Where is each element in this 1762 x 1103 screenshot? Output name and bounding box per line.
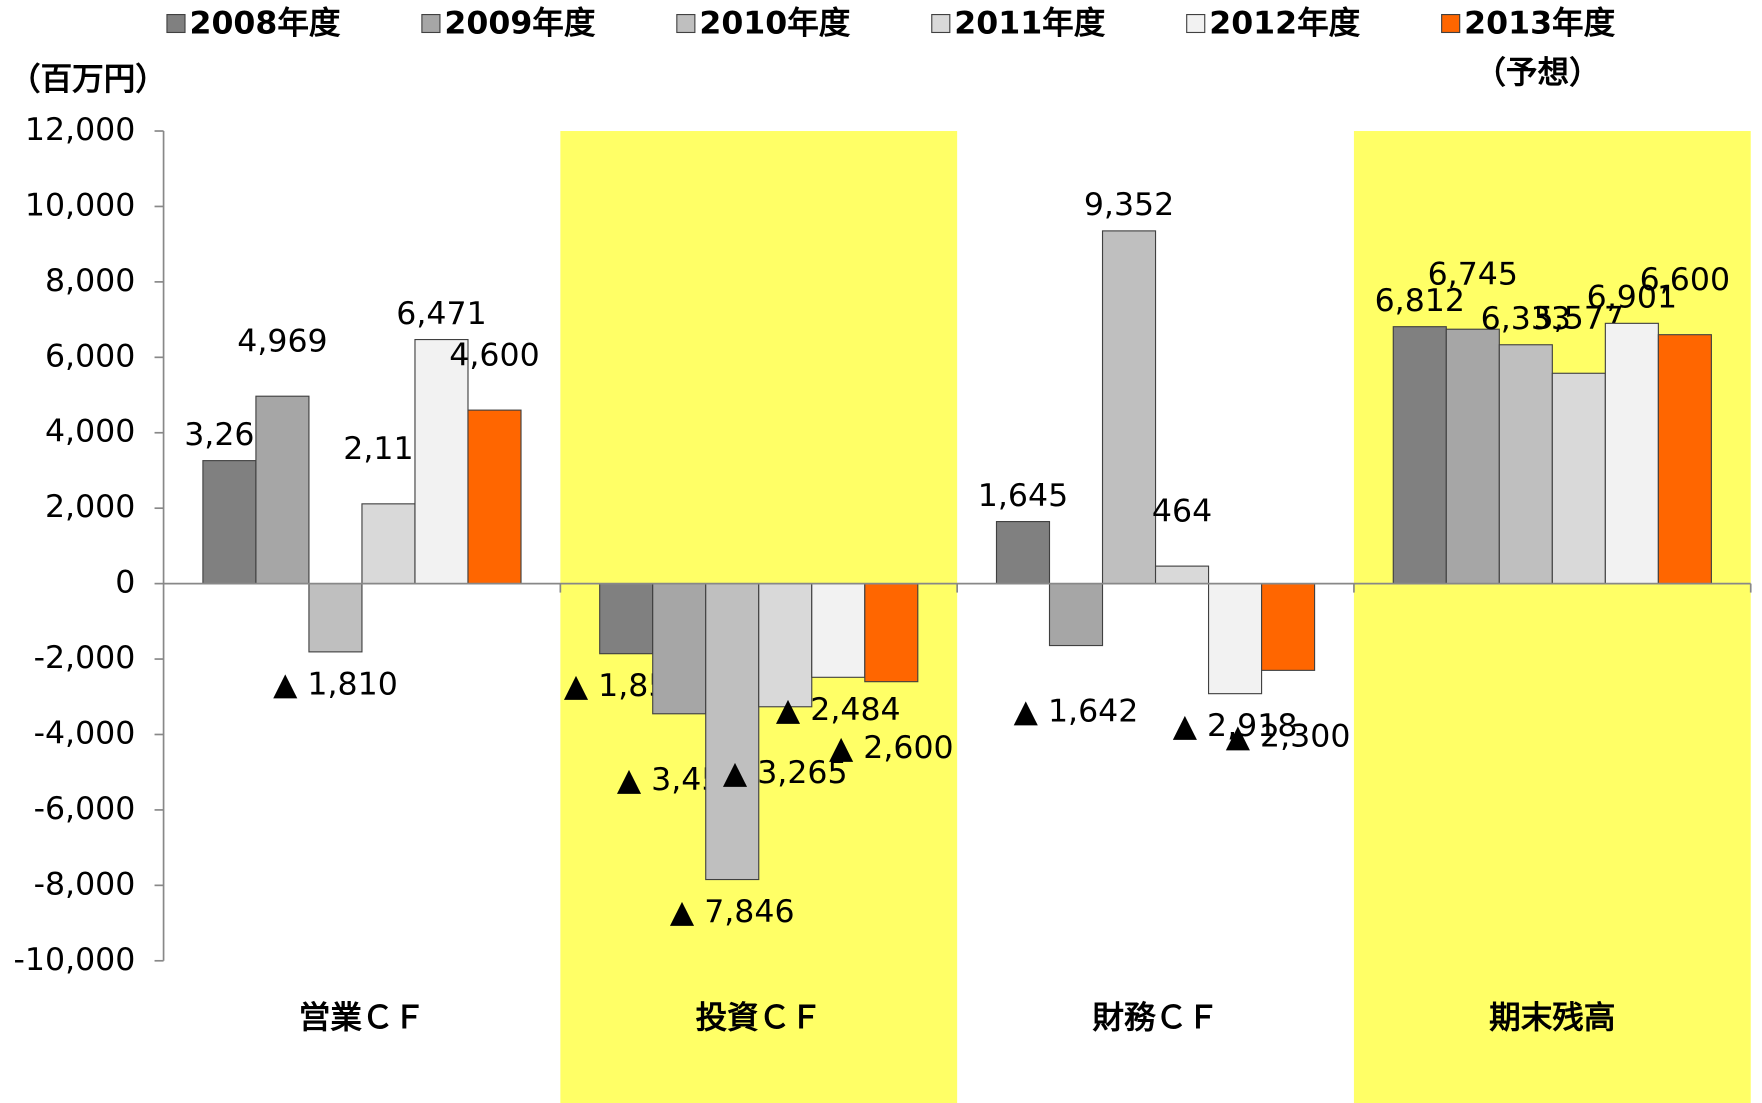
y-tick-label: 10,000 bbox=[25, 188, 135, 224]
data-label: 9,352 bbox=[1084, 187, 1174, 223]
legend-label: 2011年度 bbox=[954, 6, 1106, 42]
data-label: 6,901 bbox=[1587, 280, 1677, 316]
data-label: ▲ 2,918 bbox=[1173, 708, 1298, 744]
data-label: ▲ 7,846 bbox=[670, 894, 795, 930]
bar bbox=[1657, 334, 1712, 585]
data-label: ▲ 2,600 bbox=[829, 730, 954, 766]
legend-label: 2008年度 bbox=[190, 6, 342, 42]
data-label: 464 bbox=[1152, 493, 1212, 529]
bar bbox=[1551, 372, 1606, 585]
legend-swatch bbox=[166, 13, 186, 34]
x-tick-label: 財務ＣＦ bbox=[1092, 1000, 1218, 1036]
y-tick-label: -8,000 bbox=[34, 866, 136, 902]
data-label: 6,471 bbox=[396, 296, 486, 332]
data-label: ▲ 3,265 bbox=[723, 755, 848, 791]
bar bbox=[652, 583, 707, 715]
bar bbox=[308, 583, 363, 653]
bar bbox=[1604, 322, 1659, 585]
legend-swatch bbox=[931, 13, 951, 34]
y-tick-label: 2,000 bbox=[45, 489, 135, 525]
y-tick-label: 0 bbox=[115, 565, 135, 601]
bar bbox=[1445, 328, 1500, 585]
legend-swatch bbox=[1186, 13, 1206, 34]
data-label: 1,645 bbox=[978, 478, 1068, 514]
highlight-band bbox=[1353, 131, 1751, 1103]
bar bbox=[758, 583, 813, 708]
data-label: ▲ 2,300 bbox=[1226, 719, 1351, 755]
y-tick-label: 6,000 bbox=[45, 338, 135, 374]
legend-swatch bbox=[676, 13, 696, 34]
data-label: 6,812 bbox=[1375, 283, 1465, 319]
y-tick-label: 4,000 bbox=[45, 414, 135, 450]
data-label: 4,600 bbox=[449, 337, 539, 373]
bar bbox=[1101, 230, 1157, 585]
bar bbox=[995, 521, 1051, 585]
bar bbox=[1392, 326, 1447, 585]
x-tick-label: 期末残高 bbox=[1489, 1000, 1615, 1036]
y-tick-label: -2,000 bbox=[34, 640, 136, 676]
y-tick-label: 8,000 bbox=[45, 263, 135, 299]
legend-note: （予想） bbox=[1474, 55, 1600, 91]
legend-swatch bbox=[1441, 13, 1461, 34]
bar bbox=[414, 338, 469, 585]
bar bbox=[705, 583, 760, 881]
bar bbox=[255, 395, 310, 585]
y-tick-label: -4,000 bbox=[34, 716, 136, 752]
bar bbox=[1048, 583, 1104, 647]
data-label: 6,745 bbox=[1428, 257, 1518, 293]
data-label: 6,600 bbox=[1640, 262, 1730, 298]
legend-label: 2012年度 bbox=[1209, 6, 1361, 42]
data-label: 4,969 bbox=[237, 324, 327, 360]
bar bbox=[1498, 344, 1553, 585]
bar bbox=[202, 460, 257, 585]
bar bbox=[1154, 565, 1210, 585]
legend-swatch bbox=[421, 13, 441, 34]
bar bbox=[1207, 583, 1263, 695]
y-axis-label: （百万円） bbox=[9, 62, 167, 98]
legend-label: 2013年度 bbox=[1464, 6, 1616, 42]
legend-label: 2010年度 bbox=[699, 6, 851, 42]
bar bbox=[864, 583, 919, 683]
bar bbox=[467, 409, 522, 585]
legend-label: 2009年度 bbox=[444, 6, 596, 42]
bar bbox=[599, 583, 654, 655]
bar bbox=[811, 583, 866, 678]
x-tick-label: 営業ＣＦ bbox=[299, 1000, 425, 1036]
data-label: ▲ 1,642 bbox=[1014, 694, 1139, 730]
bar bbox=[1261, 583, 1316, 671]
data-label: 6,333 bbox=[1481, 301, 1571, 337]
y-tick-label: 12,000 bbox=[25, 112, 135, 148]
y-tick-label: -10,000 bbox=[14, 942, 136, 978]
data-label: ▲ 1,810 bbox=[273, 667, 398, 703]
y-tick-label: -6,000 bbox=[34, 791, 136, 827]
bar bbox=[361, 503, 416, 585]
data-label: ▲ 2,484 bbox=[776, 692, 901, 728]
x-tick-label: 投資ＣＦ bbox=[696, 1000, 822, 1036]
